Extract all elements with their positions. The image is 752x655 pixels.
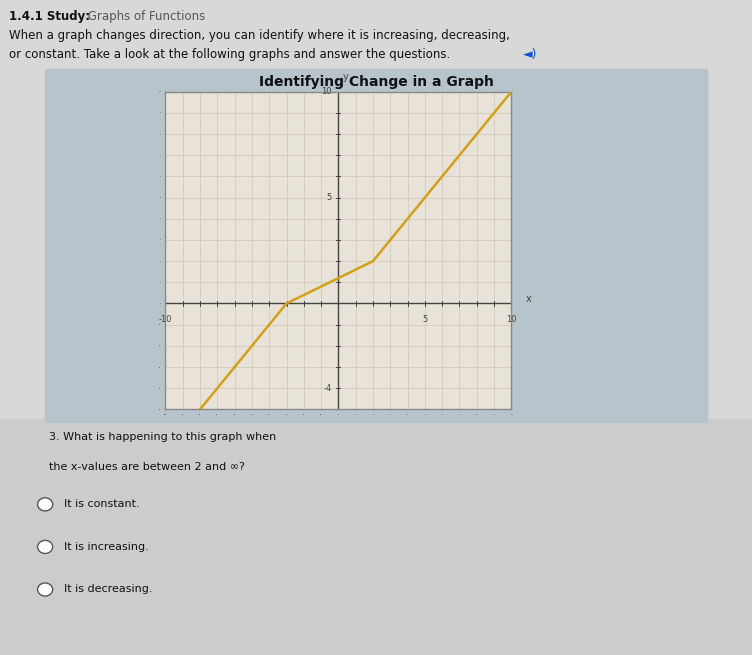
Text: 10: 10 xyxy=(321,87,332,96)
Text: 1.4.1 Study:: 1.4.1 Study: xyxy=(9,10,90,23)
Text: 10: 10 xyxy=(506,315,517,324)
Text: -4: -4 xyxy=(323,384,332,393)
Text: Graphs of Functions: Graphs of Functions xyxy=(84,10,205,23)
Text: It is increasing.: It is increasing. xyxy=(64,542,149,552)
Text: y: y xyxy=(342,72,348,82)
Text: It is decreasing.: It is decreasing. xyxy=(64,584,153,595)
Bar xyxy=(0,419,752,655)
Text: It is constant.: It is constant. xyxy=(64,499,140,510)
Text: 5: 5 xyxy=(326,193,332,202)
Text: 5: 5 xyxy=(423,315,427,324)
Text: x: x xyxy=(526,294,532,305)
Text: ◄): ◄) xyxy=(523,48,537,62)
Bar xyxy=(45,69,707,422)
Circle shape xyxy=(38,498,53,511)
Text: Identifying Change in a Graph: Identifying Change in a Graph xyxy=(259,75,493,89)
Text: 3. What is happening to this graph when: 3. What is happening to this graph when xyxy=(49,432,276,442)
Circle shape xyxy=(38,583,53,596)
Text: -10: -10 xyxy=(159,315,172,324)
Text: or constant. Take a look at the following graphs and answer the questions.: or constant. Take a look at the followin… xyxy=(9,48,450,62)
Text: the x-values are between 2 and ∞?: the x-values are between 2 and ∞? xyxy=(49,462,244,472)
Text: When a graph changes direction, you can identify where it is increasing, decreas: When a graph changes direction, you can … xyxy=(9,29,510,43)
Circle shape xyxy=(38,540,53,553)
